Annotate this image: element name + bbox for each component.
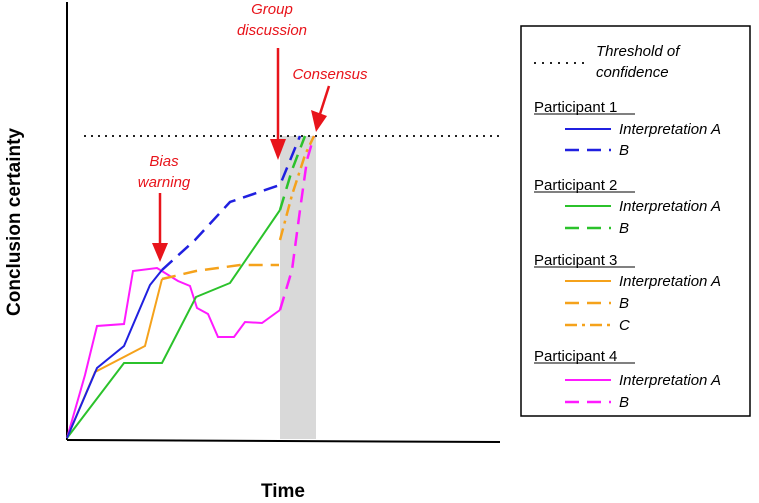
legend-threshold: Threshold of confidence [534,43,681,81]
group-discussion-label-1: Group [251,1,293,18]
consensus-arrow [311,85,331,132]
legend-participant-2-title: Participant 2 [534,177,617,194]
p4-interpretation-b [278,135,316,311]
bias-warning-label-2: warning [138,174,191,191]
y-axis-label: Conclusion certainty [4,128,25,316]
p3-interpretation-c [278,135,316,241]
x-axis-label: Time [261,481,305,502]
legend-participant-4-title: Participant 4 [534,348,617,365]
legend-p2-b: B [619,220,629,237]
legend-participant-1-title: Participant 1 [534,99,617,116]
legend-p1-b: B [619,142,629,159]
legend-threshold-label-1: Threshold of [596,43,681,60]
legend-p2-a: Interpretation A [619,198,721,215]
p3-interpretation-b [161,263,279,281]
legend-p3-a: Interpretation A [619,273,721,290]
legend-p3-b: B [619,295,629,312]
group-discussion-arrow [270,48,286,160]
consensus-label: Consensus [292,66,368,83]
legend-threshold-label-2: confidence [596,64,669,81]
legend-participant-3: Participant 3 Interpretation A B C [534,252,721,334]
legend-participant-2: Participant 2 Interpretation A B [534,177,721,237]
legend-participant-3-title: Participant 3 [534,252,617,269]
group-discussion-label-2: discussion [237,22,307,39]
bias-warning-arrow [152,193,168,262]
legend-p3-c: C [619,317,630,334]
legend-box [520,25,751,417]
legend-participant-4: Participant 4 Interpretation A B [534,348,721,411]
p3-interpretation-a [66,278,163,439]
legend-participant-1: Participant 1 Interpretation A B [534,99,721,159]
bias-warning-label-1: Bias [149,153,179,170]
p4-interpretation-a [66,266,281,439]
p1-interpretation-b [161,135,302,271]
legend-p4-b: B [619,394,629,411]
legend-p4-a: Interpretation A [619,372,721,389]
p2-interpretation-a [66,209,281,439]
legend-p1-a: Interpretation A [619,121,721,138]
p1-interpretation-a [66,269,163,439]
x-axis [66,439,501,443]
discussion-shade [280,136,316,439]
p2-interpretation-b [278,135,307,211]
